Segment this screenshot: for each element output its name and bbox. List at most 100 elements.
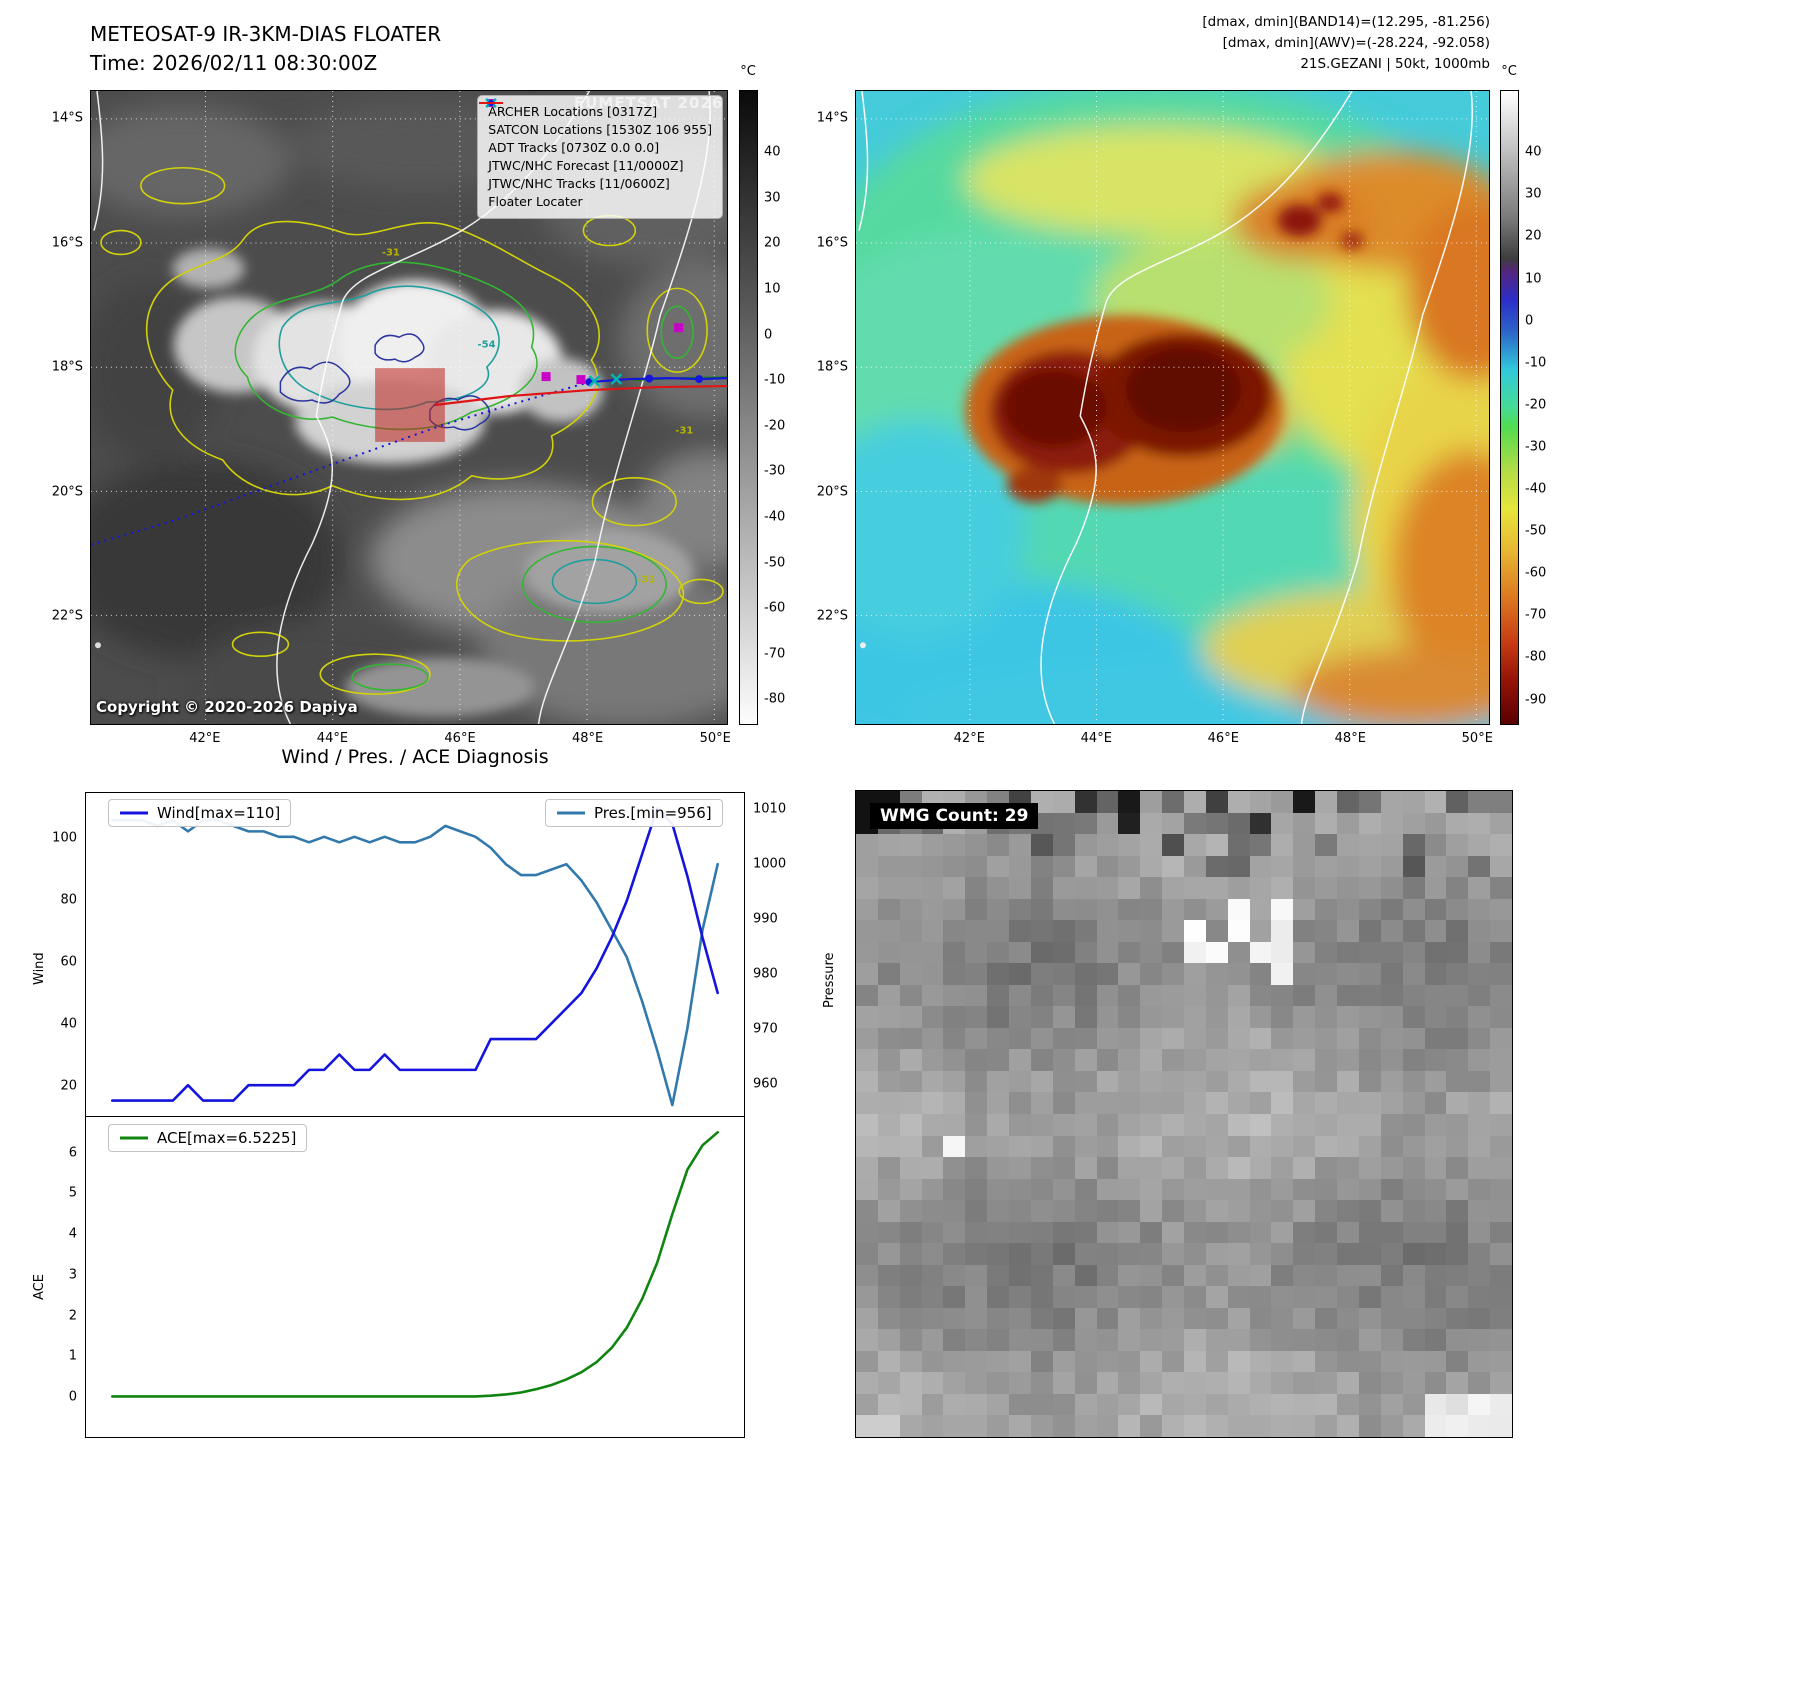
wmg-pixel — [1118, 1415, 1141, 1437]
wmg-pixel — [1118, 1307, 1141, 1330]
wmg-pixel — [1358, 834, 1381, 856]
wmg-pixel — [1402, 1329, 1425, 1351]
map-x-tick-label: 48°E — [1334, 731, 1366, 746]
colorbar-tick-label: 30 — [764, 190, 781, 206]
wmg-pixel — [1468, 1372, 1491, 1394]
wmg-pixel — [1446, 877, 1469, 899]
wmg-pixel — [1358, 1350, 1381, 1373]
wmg-pixel — [1030, 855, 1053, 878]
wmg-pixel — [1205, 1070, 1228, 1093]
wmg-pixel — [965, 898, 988, 921]
wind-y-tick-label: 60 — [60, 954, 77, 970]
wmg-pixel — [1096, 877, 1119, 899]
wmg-pixel — [1315, 963, 1338, 985]
lat-lon-grid — [856, 91, 1489, 724]
wmg-pixel — [856, 920, 878, 942]
wmg-pixel — [1490, 1157, 1512, 1179]
wmg-pixel — [1140, 1393, 1163, 1416]
wmg-pixel — [1052, 1329, 1075, 1351]
wmg-pixel — [1074, 1415, 1097, 1437]
wmg-pixel — [1380, 1221, 1403, 1244]
wmg-pixel — [1074, 1307, 1097, 1330]
wmg-pixel — [1293, 941, 1316, 964]
wmg-pixel — [1009, 963, 1031, 985]
wmg-pixel — [1162, 1372, 1184, 1394]
wmg-pixel — [1337, 1113, 1359, 1136]
wmg-pixel — [1380, 941, 1403, 964]
wmg-pixel — [987, 898, 1010, 921]
legend-line-sample-icon — [557, 811, 585, 815]
wmg-pixel — [1424, 1329, 1447, 1351]
wmg-pixel — [856, 1113, 878, 1136]
wmg-pixel — [1490, 898, 1512, 921]
deep-convection-cores — [965, 192, 1364, 505]
wmg-pixel — [1162, 1221, 1184, 1244]
wmg-pixel — [1293, 1243, 1316, 1265]
colorbar-tick-label: -30 — [764, 463, 786, 479]
wmg-pixel — [1052, 1307, 1075, 1330]
wmg-pixel — [1446, 1049, 1469, 1071]
wmg-pixel — [987, 855, 1010, 878]
wmg-pixel — [1030, 1135, 1053, 1158]
map-y-tick-label: 14°S — [51, 110, 83, 126]
wmg-pixel — [877, 1372, 900, 1394]
wmg-pixel — [899, 963, 922, 985]
wmg-pixel — [965, 1070, 988, 1093]
wmg-pixel — [899, 1178, 922, 1201]
wmg-pixel — [1052, 1286, 1075, 1308]
wmg-pixel — [1468, 877, 1491, 899]
wmg-pixel — [1315, 1157, 1338, 1179]
ir-enhancement-colorbar-gradient — [1501, 91, 1518, 724]
wmg-pixel — [856, 963, 878, 985]
wmg-pixel — [1227, 812, 1250, 835]
wmg-pixel — [1118, 963, 1141, 985]
ace-chart — [111, 1131, 719, 1398]
wmg-pixel — [1140, 855, 1163, 878]
wmg-pixel — [1052, 1135, 1075, 1158]
wmg-pixel — [1052, 1157, 1075, 1179]
wmg-pixel — [1402, 1372, 1425, 1394]
wmg-pixel — [1490, 791, 1512, 813]
pressure-y-tick-label: 960 — [753, 1076, 778, 1092]
ace-legend: ACE[max=6.5225] — [108, 1124, 308, 1152]
wmg-pixel — [921, 898, 944, 921]
wmg-pixel — [1490, 1027, 1512, 1050]
wmg-pixel — [877, 898, 900, 921]
wmg-pixel — [1380, 1243, 1403, 1265]
wmg-pixel — [1096, 1372, 1119, 1394]
wmg-pixel — [1468, 1178, 1491, 1201]
wmg-pixel — [1140, 812, 1163, 835]
wmg-pixel — [1052, 877, 1075, 899]
wmg-pixel — [1490, 855, 1512, 878]
wmg-pixel — [987, 834, 1010, 856]
wmg-pixel — [1380, 1329, 1403, 1351]
wmg-pixel — [943, 1070, 966, 1093]
wmg-pixel — [1030, 1307, 1053, 1330]
wmg-pixel — [987, 920, 1010, 942]
wmg-pixel — [1402, 1049, 1425, 1071]
wmg-pixel — [965, 834, 988, 856]
wmg-pixel — [1052, 1221, 1075, 1244]
wmg-pixel — [1424, 920, 1447, 942]
wmg-pixel — [1490, 1113, 1512, 1136]
wmg-pixel — [1468, 791, 1491, 813]
wmg-pixel — [1380, 1264, 1403, 1287]
wmg-pixel — [1162, 963, 1184, 985]
wmg-pixel — [1271, 1113, 1294, 1136]
wmg-pixel — [987, 1221, 1010, 1244]
wmg-pixel — [1424, 1070, 1447, 1093]
wmg-pixel — [921, 1329, 944, 1351]
legend-item-label: SATCON Locations [1530Z 106 955] — [488, 122, 712, 137]
wmg-pixel — [1118, 1350, 1141, 1373]
wmg-pixel — [943, 1372, 966, 1394]
wmg-pixel — [1140, 1329, 1163, 1351]
wmg-pixel — [943, 1135, 966, 1158]
pressure-y-tick-label: 970 — [753, 1021, 778, 1037]
wmg-pixel — [1468, 1350, 1491, 1373]
wmg-pixel — [1074, 1372, 1097, 1394]
legend-series-label: Pres.[min=956] — [594, 804, 712, 822]
wmg-pixel — [1030, 1372, 1053, 1394]
wmg-pixel — [1140, 1264, 1163, 1287]
wmg-pixel — [1424, 1092, 1447, 1114]
wmg-pixel — [1249, 1070, 1272, 1093]
